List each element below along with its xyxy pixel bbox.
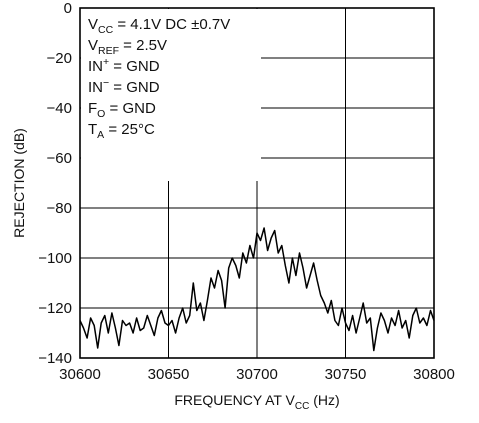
series-line	[79, 227, 435, 352]
x-axis-label-unit: (Hz)	[309, 392, 339, 408]
annotation-line: IN− = GND	[88, 77, 160, 96]
y-axis-label: REJECTION (dB)	[11, 128, 27, 238]
series-group	[79, 227, 435, 352]
y-tick-label: −20	[47, 50, 72, 67]
annotation-line: IN+ = GND	[88, 56, 160, 75]
y-tick-labels: 0 −20 −40 −60 −80 −100 −120 −140	[38, 0, 72, 367]
x-tick-label: 30700	[236, 366, 278, 383]
y-tick-label: −140	[38, 350, 72, 367]
annotation-line: VCC = 4.1V DC ±0.7V	[88, 16, 230, 36]
x-tick-label: 30650	[148, 366, 190, 383]
annotation-line: VREF = 2.5V	[88, 37, 167, 57]
plot-frame	[79, 7, 435, 359]
y-tick-label: −60	[47, 150, 72, 167]
y-tick-label: −40	[47, 100, 72, 117]
x-axis-label-main: FREQUENCY AT V	[174, 392, 295, 408]
y-tick-label: −80	[47, 200, 72, 217]
annotation-background	[81, 9, 261, 181]
y-tick-label: 0	[64, 0, 72, 17]
x-tick-label: 30600	[59, 366, 101, 383]
x-tick-labels: 30600 30650 30700 30750 30800	[59, 366, 455, 383]
x-tick-label: 30750	[325, 366, 367, 383]
x-axis-label: FREQUENCY AT VCC (Hz)	[174, 392, 339, 412]
y-tick-label: −120	[38, 300, 72, 317]
annotation-line: FO = GND	[88, 100, 156, 120]
x-axis-label-sub: CC	[295, 401, 309, 412]
y-tick-label: −100	[38, 250, 72, 267]
x-tick-label: 30800	[413, 366, 455, 383]
annotation-line: TA = 25°C	[88, 121, 155, 141]
